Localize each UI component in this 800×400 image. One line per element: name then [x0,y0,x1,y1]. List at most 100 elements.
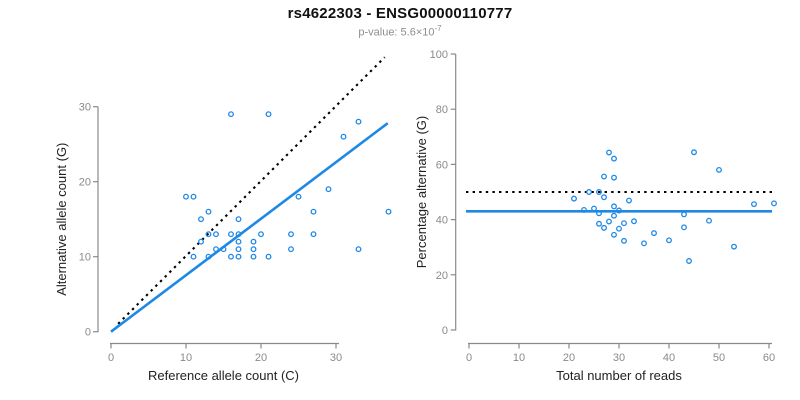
data-point [265,111,272,118]
data-point [596,189,602,195]
data-point [228,231,234,238]
pvalue-text: p-value: 5.6×10 [358,26,435,39]
data-point [666,237,672,244]
right-scatter-plot: 0 20 40 60 80 100 0 10 20 30 40 50 60 Total number of… [414,49,777,383]
x-axis-title: Reference allele count (C) [148,368,299,383]
page-title: rs4622303 - ENSG00000110777 [287,5,513,22]
data-point [205,253,212,260]
data-point [631,218,637,225]
x-tick-label: 0 [108,352,114,364]
data-point [616,207,622,214]
data-point [213,231,219,238]
data-point [621,237,627,244]
identity-line [117,56,386,325]
x-tick-label: 20 [255,352,267,364]
data-point [198,216,204,223]
data-point [691,149,697,156]
data-point [731,243,737,250]
data-point [250,246,257,253]
data-point [771,200,777,207]
data-point [621,220,627,227]
y-tick-label: 20 [436,270,448,282]
data-point [641,240,647,247]
y-axis-title: Alternative allele count (G) [54,143,69,296]
data-point [220,246,227,253]
data-point [686,258,692,264]
y-tick-label: 80 [436,104,448,116]
data-point [616,225,622,232]
data-point [601,224,607,231]
y-tick-label: 0 [85,327,91,339]
data-point [601,194,607,201]
data-point [571,195,577,202]
data-point [681,224,687,231]
data-point [355,118,362,125]
y-tick-label: 30 [79,102,91,114]
data-point [250,253,257,260]
data-point [205,231,212,238]
data-point [295,193,302,200]
data-point [228,111,234,118]
data-point [235,216,242,223]
data-point [626,197,632,204]
data-point [606,218,612,225]
data-point [611,212,617,219]
x-tick-label: 30 [330,352,342,364]
data-point [250,238,257,245]
data-point [205,208,212,215]
x-tick-label: 10 [513,352,525,364]
data-point [228,253,234,260]
data-point [235,246,242,253]
y-axis-title: Percentage alternative (G) [414,116,429,268]
x-tick-label: 50 [713,352,725,364]
x-tick-label: 30 [613,352,625,364]
data-point [385,208,392,215]
data-point [611,231,617,238]
data-point [581,206,587,213]
data-point [611,155,617,162]
data-point [258,231,264,238]
data-point [288,231,294,238]
data-point [235,238,242,245]
pvalue-exponent: -7 [434,24,442,33]
x-tick-label: 60 [763,352,775,364]
data-point [235,231,242,238]
regression-line [110,122,389,333]
data-point [310,231,317,238]
y-tick-label: 60 [436,159,448,171]
data-point [198,238,204,245]
data-point [596,210,602,217]
y-tick-label: 100 [430,49,448,61]
data-point [288,246,294,253]
data-point [586,189,592,195]
data-point [706,217,712,224]
data-point [235,253,242,260]
y-tick-label: 10 [79,252,91,264]
page-subtitle: p-value: 5.6×10-7 [0,24,800,39]
data-point [651,230,657,237]
data-point [611,174,617,181]
data-point [310,208,317,215]
x-tick-label: 20 [563,352,575,364]
y-tick-label: 20 [79,177,91,189]
data-point [183,193,189,200]
data-point [591,205,597,212]
data-point [601,173,607,180]
data-point [596,220,602,227]
data-point [190,253,197,260]
data-point [611,203,617,210]
x-axis-title: Total number of reads [556,368,682,383]
x-tick-label: 40 [663,352,675,364]
x-tick-label: 10 [180,352,192,364]
data-point [190,193,197,200]
data-point [340,133,347,140]
data-point [681,211,687,218]
data-point [213,246,219,253]
data-point [355,246,362,253]
data-point [606,149,612,156]
data-point [325,186,332,193]
data-point [265,253,272,260]
y-tick-label: 0 [442,325,448,337]
left-scatter-plot: 0 10 20 30 0 10 20 30 Reference allele count (C)… [54,56,392,383]
